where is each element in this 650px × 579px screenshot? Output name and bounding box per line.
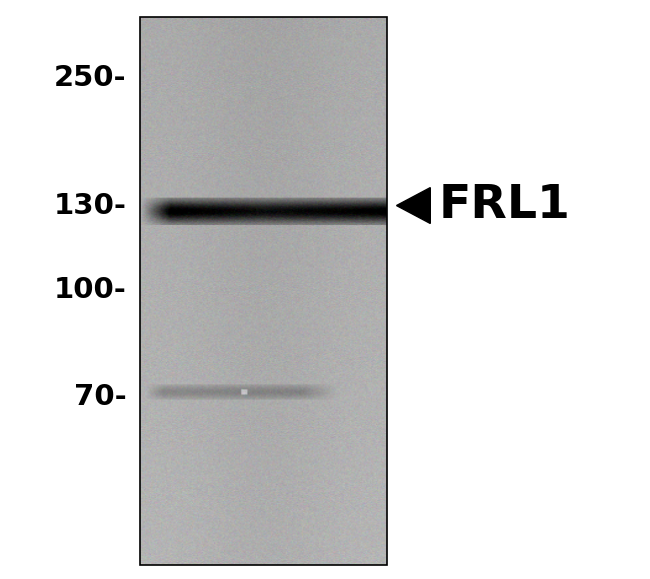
Text: 130-: 130-: [54, 192, 127, 219]
Text: 100-: 100-: [54, 276, 127, 303]
Polygon shape: [396, 188, 430, 223]
Bar: [140, 17, 387, 565]
Text: 250-: 250-: [54, 64, 127, 92]
Text: FRL1: FRL1: [439, 183, 571, 228]
Text: 70-: 70-: [74, 383, 127, 411]
